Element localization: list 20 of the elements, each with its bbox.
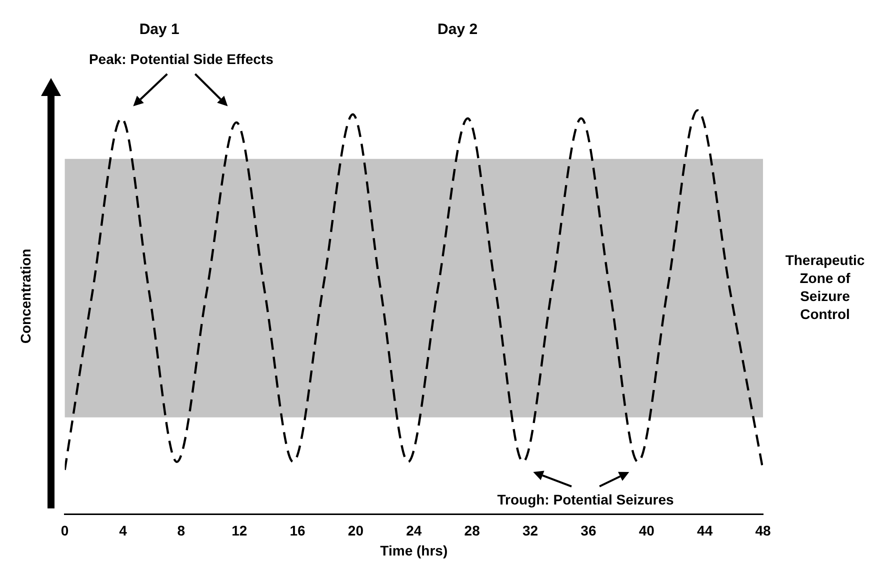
x-tick-label: 16	[290, 522, 306, 539]
x-tick-label: 4	[119, 522, 128, 539]
x-tick-label: 24	[406, 522, 422, 539]
text: Peak: Potential Side Effects	[88, 50, 274, 67]
band-label: Therapeutic Zone of Seizure Control	[785, 252, 865, 322]
x-tick-label: 20	[348, 522, 364, 539]
x-tick-label: 36	[580, 522, 596, 539]
x-tick-label: 12	[232, 522, 248, 539]
text: Day 1	[139, 21, 180, 38]
x-tick-label: 8	[177, 522, 186, 539]
x-tick-label: 32	[522, 522, 538, 539]
text: Day 2	[438, 21, 478, 38]
y-axis-title: Concentration	[17, 248, 34, 344]
x-tick-label: 48	[755, 522, 771, 539]
x-tick-label: 28	[464, 522, 480, 539]
x-tick-label: 40	[638, 522, 655, 539]
x-tick-label: 44	[697, 522, 713, 539]
annotation: Trough: Potential Seizures	[497, 491, 674, 508]
x-axis-title: Time (hrs)	[380, 542, 448, 558]
x-tick-label: 0	[60, 522, 69, 539]
